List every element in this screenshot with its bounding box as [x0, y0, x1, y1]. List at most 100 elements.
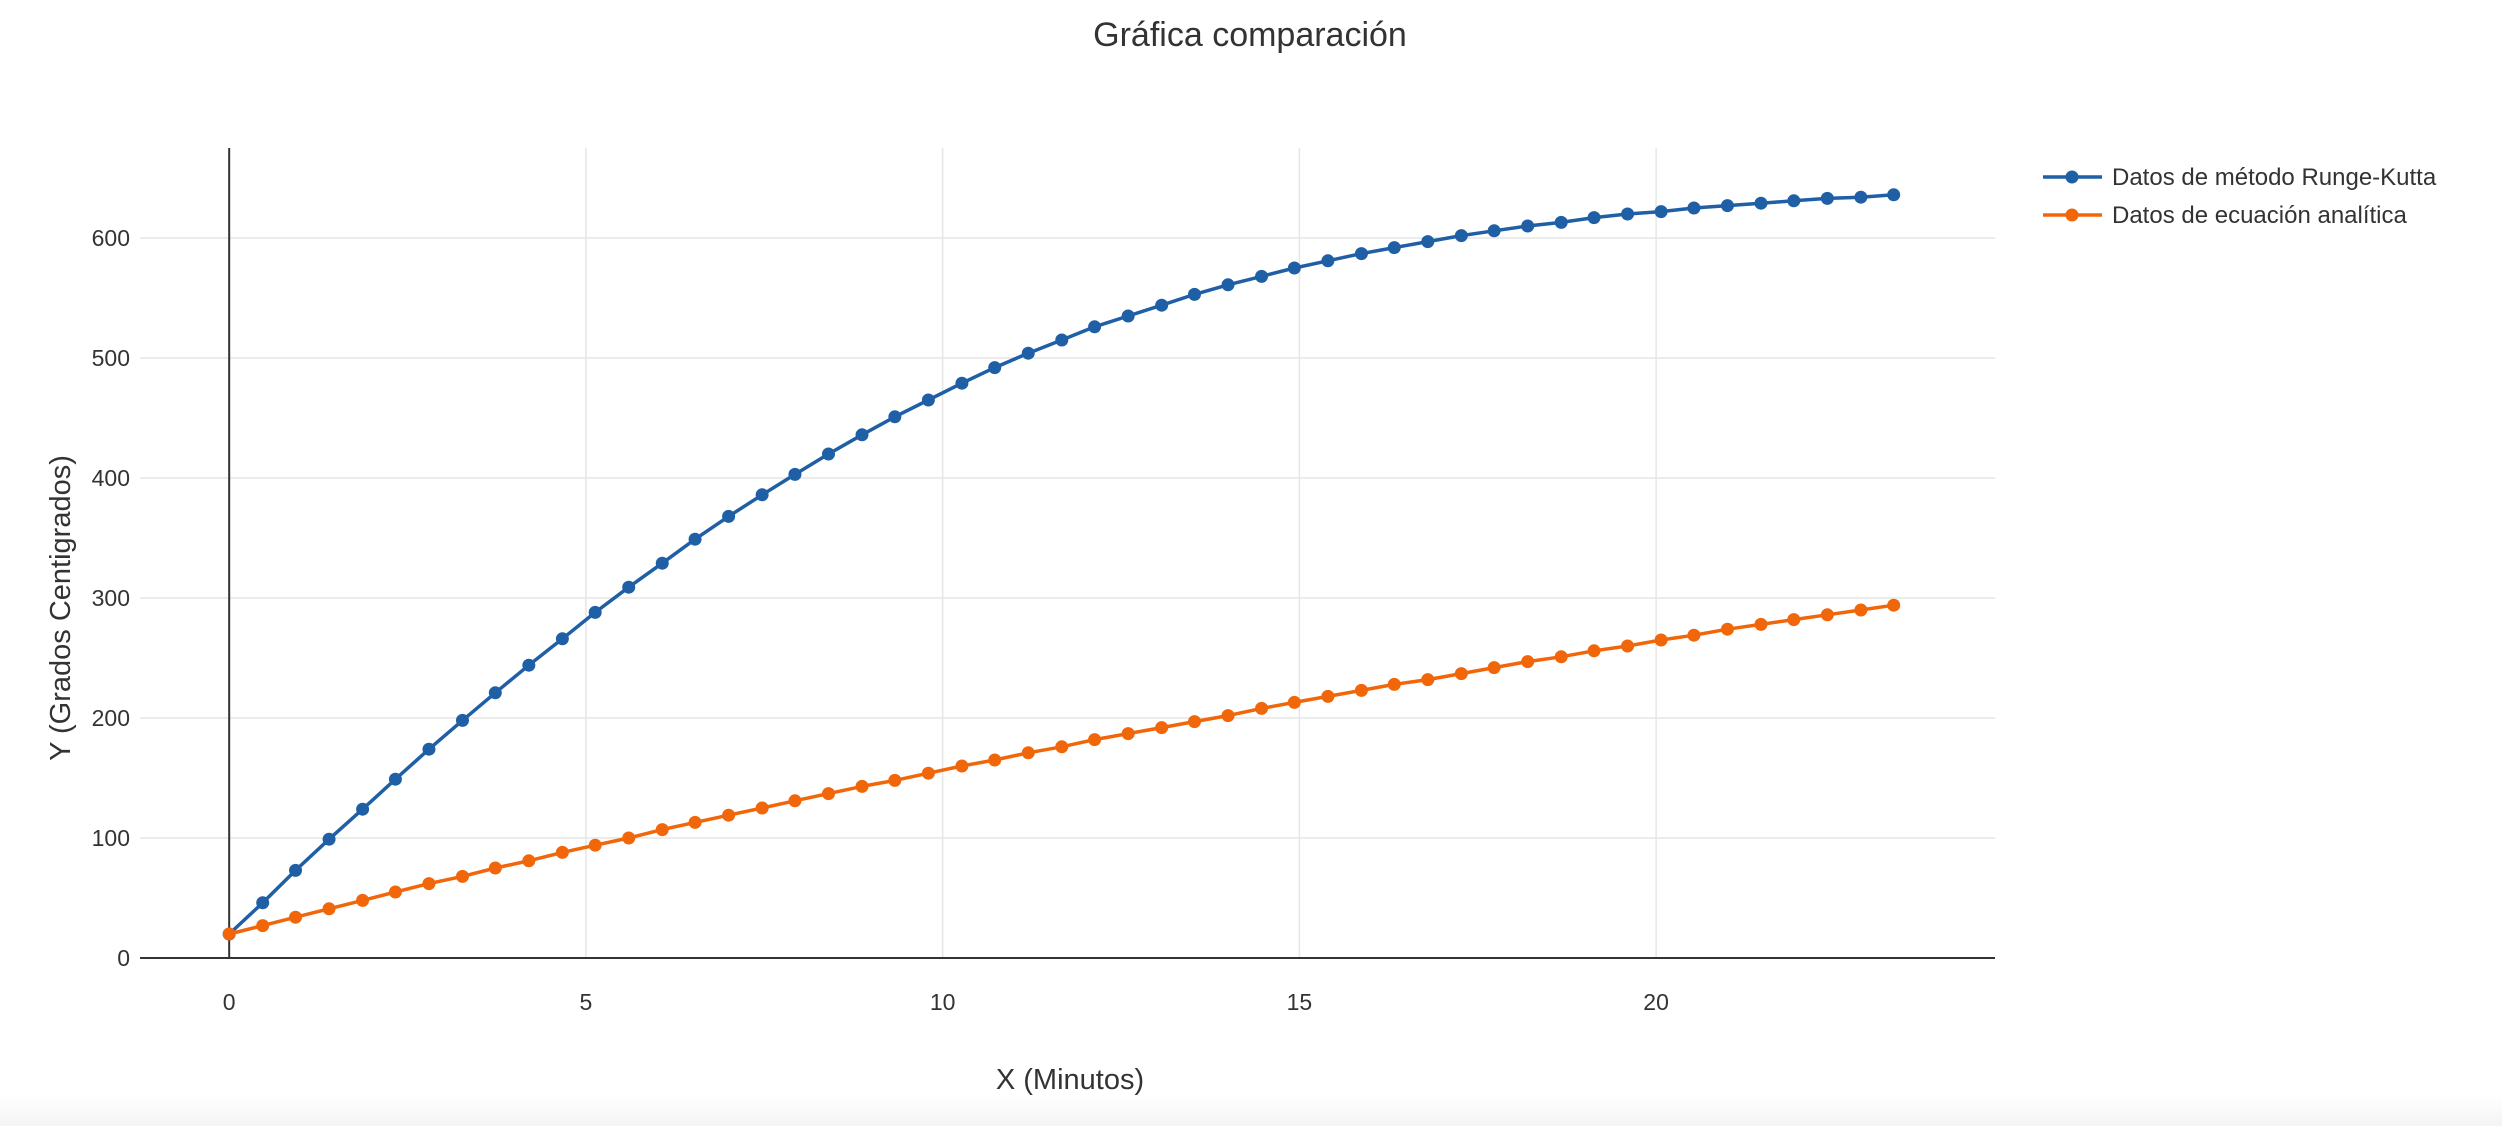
- data-point: [988, 361, 1002, 375]
- data-point: [588, 838, 602, 852]
- data-point: [988, 753, 1002, 767]
- data-point: [688, 532, 702, 546]
- data-point: [1587, 211, 1601, 225]
- data-point: [788, 467, 802, 481]
- data-point: [1155, 721, 1169, 735]
- y-axis-ticks: 0 100 200 300 400 500 600: [92, 225, 130, 971]
- series-line: [227, 193, 1894, 936]
- legend-item-2[interactable]: Datos de ecuación analítica: [2043, 202, 2408, 229]
- data-point: [1088, 733, 1102, 747]
- data-point: [1421, 235, 1435, 249]
- data-point: [1155, 298, 1169, 312]
- data-point: [1354, 247, 1368, 261]
- data-point: [622, 831, 636, 845]
- data-point: [1287, 695, 1301, 709]
- data-point: [955, 376, 969, 390]
- data-point: [1088, 320, 1102, 334]
- data-point: [855, 428, 869, 442]
- x-tick-label: 0: [223, 989, 236, 1015]
- data-point: [1454, 667, 1468, 681]
- series-group: [222, 188, 1901, 941]
- data-point: [588, 605, 602, 619]
- series-line: [228, 603, 1894, 936]
- legend[interactable]: Datos de método Runge-Kutta Datos de ecua…: [2043, 164, 2437, 229]
- data-point: [1887, 598, 1901, 612]
- data-point: [722, 808, 736, 822]
- data-point: [555, 845, 569, 859]
- data-point: [1487, 661, 1501, 675]
- series-2: [222, 598, 1901, 941]
- data-point: [1587, 644, 1601, 658]
- y-tick-label: 600: [92, 225, 130, 251]
- chart-title: Gráfica comparación: [1093, 16, 1407, 54]
- data-point: [921, 766, 935, 780]
- data-point: [1055, 333, 1069, 347]
- data-point: [422, 742, 436, 756]
- data-point: [256, 919, 270, 933]
- data-point: [788, 794, 802, 808]
- data-point: [522, 658, 536, 672]
- data-point: [1187, 715, 1201, 729]
- legend-swatch-marker: [2065, 208, 2079, 222]
- data-point: [1221, 709, 1235, 723]
- y-tick-label: 400: [92, 465, 130, 491]
- data-point: [1287, 261, 1301, 275]
- data-point: [1554, 650, 1568, 664]
- x-axis-ticks: 0 5 10 15 20: [223, 989, 1669, 1015]
- data-point: [1854, 190, 1868, 204]
- x-tick-label: 15: [1287, 989, 1313, 1015]
- data-point: [1687, 201, 1701, 215]
- data-point: [755, 801, 769, 815]
- data-point: [755, 488, 769, 502]
- legend-swatch-marker: [2065, 170, 2079, 184]
- data-point: [422, 877, 436, 891]
- data-point: [1621, 639, 1635, 653]
- data-point: [1055, 740, 1069, 754]
- data-point: [1820, 191, 1834, 205]
- legend-item-1[interactable]: Datos de método Runge-Kutta: [2043, 164, 2437, 191]
- data-point: [921, 393, 935, 407]
- data-point: [1121, 727, 1135, 741]
- data-point: [388, 885, 402, 899]
- data-point: [888, 773, 902, 787]
- y-tick-label: 200: [92, 705, 130, 731]
- data-point: [1321, 689, 1335, 703]
- data-point: [522, 854, 536, 868]
- data-point: [1454, 229, 1468, 243]
- bottom-edge: [0, 1096, 2502, 1126]
- data-point: [1521, 219, 1535, 233]
- data-point: [1720, 199, 1734, 213]
- data-point: [821, 787, 835, 801]
- data-point: [1854, 603, 1868, 617]
- data-point: [955, 759, 969, 773]
- y-tick-label: 500: [92, 345, 130, 371]
- data-point: [488, 686, 502, 700]
- data-point: [322, 832, 336, 846]
- data-point: [222, 927, 236, 941]
- data-point: [1787, 194, 1801, 208]
- data-point: [289, 863, 303, 877]
- y-tick-label: 300: [92, 585, 130, 611]
- data-point: [1021, 746, 1035, 760]
- data-point: [455, 869, 469, 883]
- data-point: [688, 815, 702, 829]
- data-point: [1521, 655, 1535, 669]
- data-point: [1255, 701, 1269, 715]
- x-axis-label: X (Minutos): [996, 1064, 1144, 1096]
- data-point: [555, 632, 569, 646]
- data-point: [1720, 622, 1734, 636]
- data-point: [388, 772, 402, 786]
- data-point: [455, 713, 469, 727]
- data-point: [1654, 633, 1668, 647]
- data-point: [1754, 196, 1768, 210]
- data-point: [655, 556, 669, 570]
- data-point: [1820, 608, 1834, 622]
- data-point: [1654, 205, 1668, 219]
- data-point: [1255, 269, 1269, 283]
- data-point: [1321, 254, 1335, 268]
- data-point: [888, 410, 902, 424]
- data-point: [655, 823, 669, 837]
- data-point: [1121, 309, 1135, 323]
- data-point: [1421, 673, 1435, 687]
